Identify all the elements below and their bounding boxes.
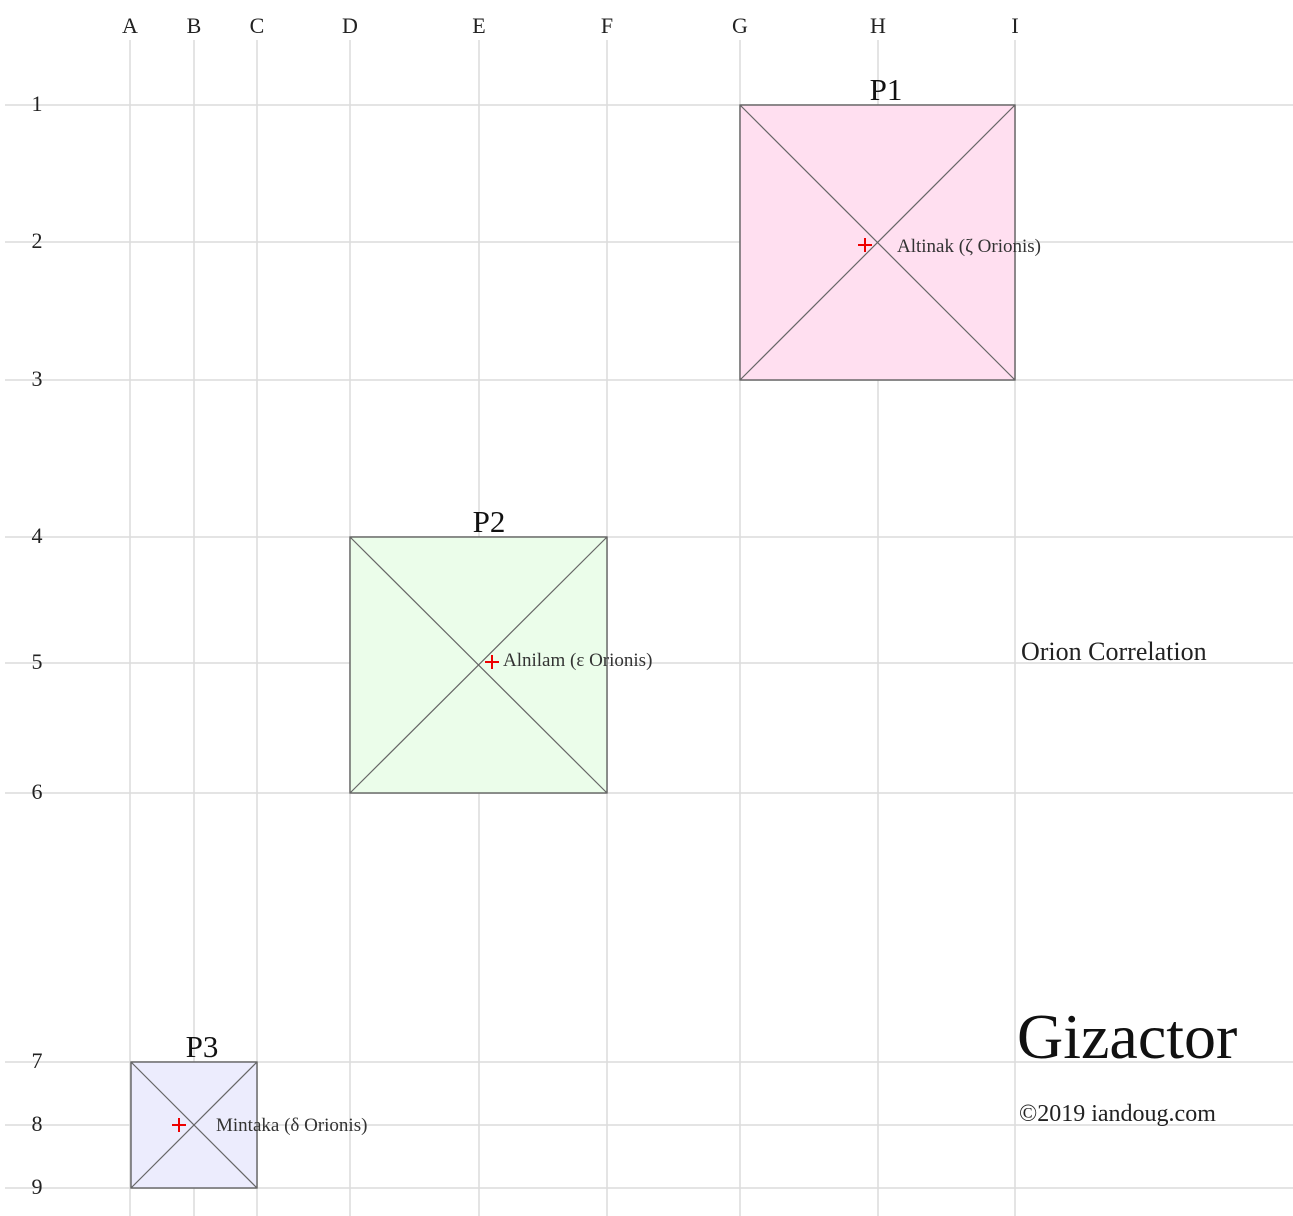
diagonal	[130, 1061, 258, 1189]
row-label: 6	[32, 779, 43, 804]
row-label: 9	[32, 1174, 43, 1199]
column-label: A	[122, 13, 138, 38]
column-label: C	[250, 13, 265, 38]
star-label: Mintaka (δ Orionis)	[216, 1115, 367, 1136]
copyright: ©2019 iandoug.com	[1019, 1101, 1216, 1127]
column-label: D	[342, 13, 358, 38]
pyramid-label: P3	[186, 1029, 219, 1064]
column-label: F	[601, 13, 613, 38]
column-label: I	[1011, 13, 1018, 38]
diagonal	[349, 536, 608, 794]
pyramid: P2 Alnilam (ε Orionis)	[349, 504, 652, 794]
diagonal	[739, 104, 1016, 381]
subtitle: Orion Correlation	[1021, 637, 1207, 666]
title: Gizactor	[1017, 1001, 1237, 1072]
star-marker	[858, 238, 872, 252]
column-label: B	[187, 13, 202, 38]
star-label: Altinak (ζ Orionis)	[897, 236, 1041, 257]
row-label: 8	[32, 1111, 43, 1136]
column-label: H	[870, 13, 886, 38]
pyramid: P3 Mintaka (δ Orionis)	[130, 1029, 367, 1189]
row-label: 7	[32, 1048, 43, 1073]
row-label: 4	[32, 523, 43, 548]
star-marker	[172, 1118, 186, 1132]
pyramid: P1 Altinak (ζ Orionis)	[739, 72, 1041, 381]
row-label: 2	[32, 228, 43, 253]
row-label: 5	[32, 649, 43, 674]
row-label: 1	[32, 91, 43, 116]
row-label: 3	[32, 366, 43, 391]
star-label: Alnilam (ε Orionis)	[503, 650, 652, 671]
pyramid-label: P1	[870, 72, 903, 107]
grid	[5, 40, 1293, 1216]
star-marker	[485, 655, 499, 669]
column-label: E	[472, 13, 485, 38]
pyramid-label: P2	[473, 504, 506, 539]
column-label: G	[732, 13, 748, 38]
